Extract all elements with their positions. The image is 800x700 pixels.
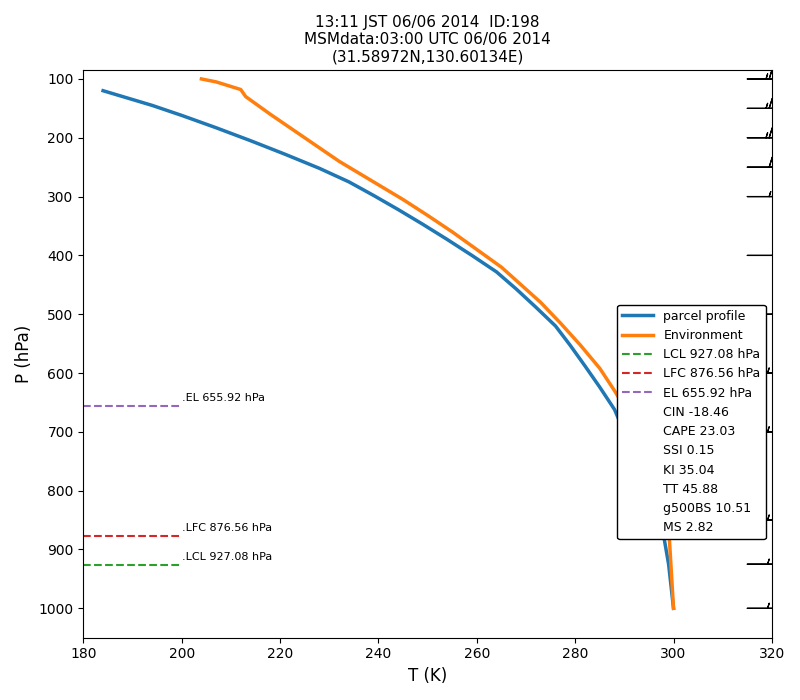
Environment	[639, 438, 649, 447]
parcel profile	[610, 405, 619, 414]
Environment	[595, 364, 605, 372]
Environment	[236, 85, 246, 94]
parcel profile	[511, 285, 521, 293]
Environment	[359, 172, 369, 180]
parcel profile	[344, 178, 354, 186]
parcel profile	[664, 560, 674, 568]
Environment	[447, 228, 457, 236]
parcel profile	[418, 220, 427, 228]
Environment	[575, 341, 585, 349]
Environment	[398, 195, 408, 204]
X-axis label: T (K): T (K)	[408, 667, 447, 685]
Environment	[266, 110, 275, 118]
Environment	[378, 183, 388, 192]
Environment	[625, 411, 634, 419]
Y-axis label: P (hPa): P (hPa)	[15, 325, 33, 383]
Text: .LFC 876.56 hPa: .LFC 876.56 hPa	[182, 523, 272, 533]
parcel profile	[566, 341, 575, 349]
parcel profile	[177, 111, 186, 120]
parcel profile	[246, 136, 255, 145]
parcel profile	[550, 322, 560, 330]
parcel profile	[492, 267, 502, 276]
parcel profile	[369, 191, 378, 200]
parcel profile	[280, 150, 290, 158]
Line: parcel profile: parcel profile	[103, 91, 674, 608]
parcel profile	[211, 124, 221, 132]
Legend: parcel profile, Environment, LCL 927.08 hPa, LFC 876.56 hPa, EL 655.92 hPa, CIN : parcel profile, Environment, LCL 927.08 …	[617, 304, 766, 540]
Environment	[654, 476, 663, 484]
parcel profile	[98, 87, 108, 95]
Environment	[669, 604, 678, 612]
parcel profile	[659, 532, 669, 540]
parcel profile	[595, 383, 605, 391]
parcel profile	[147, 102, 157, 110]
parcel profile	[118, 92, 127, 101]
Text: .LCL 927.08 hPa: .LCL 927.08 hPa	[182, 552, 272, 563]
Environment	[497, 263, 506, 272]
parcel profile	[639, 477, 649, 486]
Line: Environment: Environment	[202, 79, 674, 608]
Environment	[211, 78, 221, 86]
parcel profile	[630, 452, 639, 461]
parcel profile	[467, 251, 477, 260]
parcel profile	[649, 504, 658, 512]
Environment	[610, 386, 619, 395]
Environment	[536, 298, 546, 307]
Environment	[423, 211, 433, 220]
parcel profile	[394, 205, 403, 214]
Environment	[334, 157, 344, 165]
Environment	[664, 522, 674, 530]
parcel profile	[314, 164, 324, 173]
Title: 13:11 JST 06/06 2014  ID:198
MSMdata:03:00 UTC 06/06 2014
(31.58972N,130.60134E): 13:11 JST 06/06 2014 ID:198 MSMdata:03:0…	[304, 15, 551, 65]
Environment	[516, 281, 526, 289]
Text: .EL 655.92 hPa: .EL 655.92 hPa	[182, 393, 265, 403]
Environment	[241, 92, 250, 101]
parcel profile	[531, 303, 541, 312]
Environment	[472, 245, 482, 253]
Environment	[300, 134, 310, 142]
Environment	[556, 318, 566, 327]
Environment	[197, 75, 206, 83]
parcel profile	[619, 428, 629, 437]
parcel profile	[669, 604, 678, 612]
parcel profile	[580, 362, 590, 370]
parcel profile	[442, 235, 452, 244]
